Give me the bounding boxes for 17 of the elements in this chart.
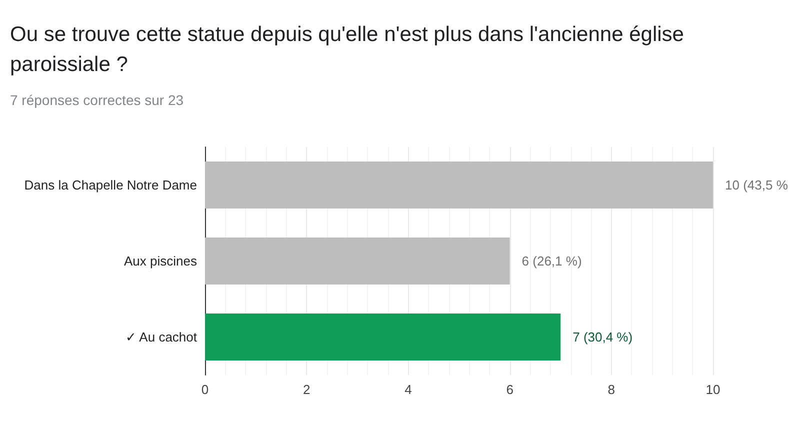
bar: [205, 237, 510, 285]
y-tick-label: Aux piscines: [124, 254, 198, 268]
bar: [205, 313, 561, 361]
data-label: 6 (26,1 %): [522, 254, 582, 268]
chart-title: Ou se trouve cette statue depuis qu'elle n'est plus dans l'ancienne église paroissiale ?: [10, 22, 685, 78]
x-tick-label: 0: [201, 382, 209, 397]
x-tick-label: 2: [302, 382, 310, 397]
x-tick-label: 8: [608, 382, 616, 397]
y-tick-label: Dans la Chapelle Notre Dame: [24, 178, 197, 192]
chart-subtitle: 7 réponses correctes sur 23: [10, 92, 184, 108]
x-tick-label: 4: [404, 382, 412, 397]
x-tick-label: 10: [706, 382, 720, 397]
y-tick-label: ✓ Au cachot: [125, 330, 198, 344]
data-label: 10 (43,5 %: [725, 178, 788, 192]
x-tick-label: 6: [506, 382, 514, 397]
data-label: 7 (30,4 %): [572, 330, 633, 344]
bar: [205, 161, 713, 209]
